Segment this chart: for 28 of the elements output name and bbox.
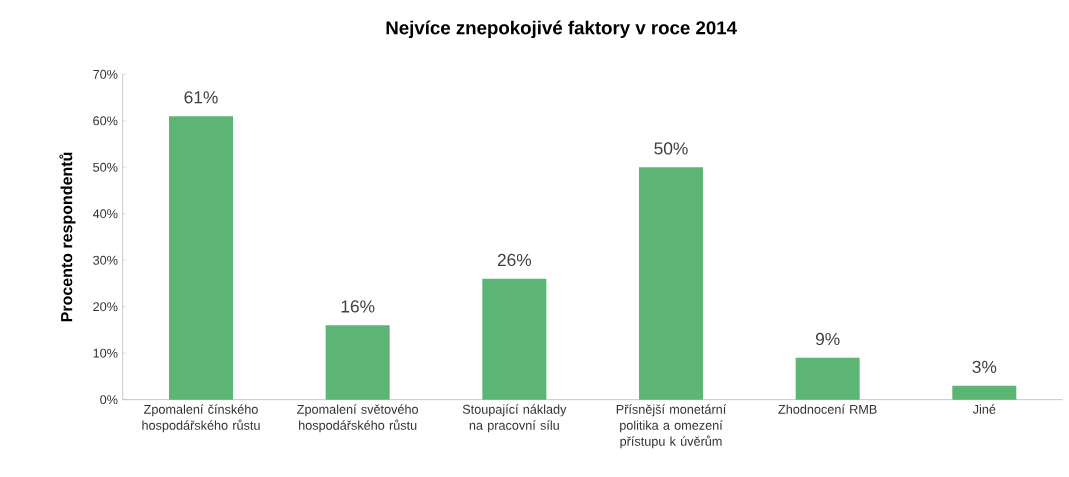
x-tick-label: Stoupající náklady na pracovní sílu [462, 404, 567, 433]
data-label: 3% [972, 360, 997, 373]
x-tick-label: Přísnější monetární politika a omezení přístupu k úvěrům [616, 404, 727, 449]
y-tick-label: 60% [93, 116, 118, 126]
y-tick-label: 70% [93, 69, 118, 79]
bar [639, 167, 703, 400]
bar [482, 278, 547, 400]
y-tick-label: 30% [93, 255, 118, 265]
data-label: 16% [341, 300, 375, 313]
data-label: 61% [184, 91, 218, 104]
y-tick-label: 0% [100, 395, 118, 405]
y-tick-label: 50% [93, 162, 118, 172]
data-label: 9% [815, 332, 840, 346]
bar [795, 357, 860, 400]
data-label: 26% [497, 253, 532, 267]
chart-title: Nejvíce znepokojivé faktory v roce 2014 [386, 20, 737, 39]
x-tick-label: Zpomalení světového hospodářského růstu [297, 404, 419, 433]
data-label: 50% [654, 142, 688, 155]
x-tick-label: Zpomalení čínského hospodářského růstu [142, 404, 260, 433]
x-tick-label: Jiné [972, 404, 996, 414]
bar [325, 325, 390, 400]
x-tick-label: Zhodnocení RMB [778, 404, 877, 414]
y-tick-label: 40% [92, 209, 118, 219]
y-tick-label: 20% [93, 302, 118, 312]
y-axis-title: Procento respondentů [59, 152, 76, 322]
y-tick-label: 10% [93, 348, 118, 358]
bar [952, 385, 1017, 400]
bar [169, 116, 234, 400]
